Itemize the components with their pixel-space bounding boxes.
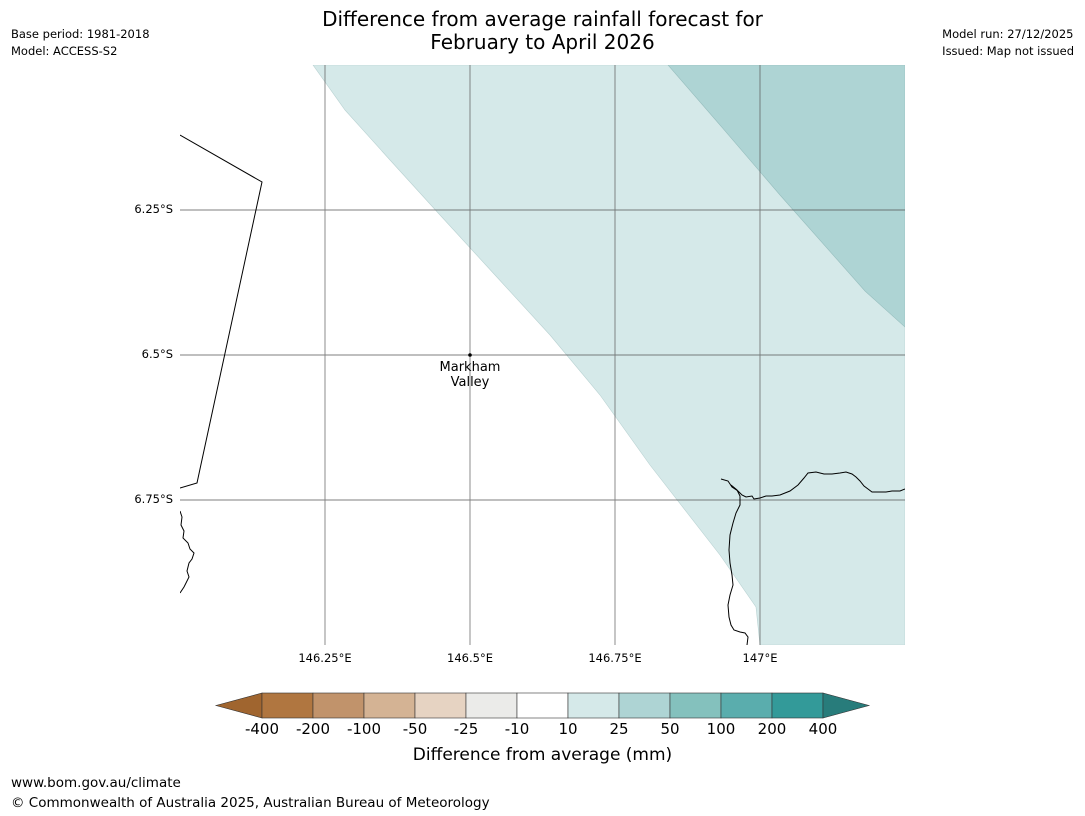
- lon-label-146-5: 146.5°E: [447, 651, 493, 665]
- colorbar-tick-label: -400: [244, 720, 280, 738]
- footer-copyright: © Commonwealth of Australia 2025, Austra…: [11, 795, 490, 811]
- colorbar-tick-label: -100: [346, 720, 382, 738]
- colorbar-tick-label: -25: [453, 720, 479, 738]
- base-period-text: Base period: 1981-2018: [11, 27, 150, 41]
- place-name-line-2: Valley: [450, 375, 490, 390]
- colorbar-tick-label: -50: [402, 720, 428, 738]
- coastline-west: [180, 510, 195, 594]
- colorbar: [214, 692, 871, 719]
- title-line-2: February to April 2026: [430, 30, 655, 54]
- forecast-map[interactable]: [180, 65, 905, 645]
- colorbar-tick-label: 50: [660, 720, 680, 738]
- colorbar-swatch: [465, 692, 518, 719]
- lon-label-146-75: 146.75°E: [588, 651, 642, 665]
- meta-left: Base period: 1981-2018 Model: ACCESS-S2: [11, 26, 150, 60]
- colorbar-swatches: [214, 692, 871, 719]
- place-label-markham-valley: Markham Valley: [420, 360, 520, 390]
- title-line-1: Difference from average rainfall forecas…: [322, 7, 763, 31]
- colorbar-swatch: [567, 692, 620, 719]
- colorbar-swatch: [363, 692, 416, 719]
- model-text: Model: ACCESS-S2: [11, 44, 118, 58]
- colorbar-swatch: [312, 692, 365, 719]
- lat-label-6-25: 6.25°S: [134, 202, 173, 216]
- province-boundary: [180, 134, 263, 489]
- lon-label-147: 147°E: [742, 651, 778, 665]
- issued-text: Issued: Map not issued: [942, 44, 1074, 58]
- colorbar-swatch: [771, 692, 824, 719]
- place-marker-dot[interactable]: [468, 353, 472, 357]
- colorbar-tick-label: 10: [558, 720, 578, 738]
- colorbar-tick-label: 200: [757, 720, 787, 738]
- colorbar-tick-label: -200: [295, 720, 331, 738]
- colorbar-tick-label: 400: [808, 720, 838, 738]
- footer-url[interactable]: www.bom.gov.au/climate: [11, 775, 181, 791]
- map-title: Difference from average rainfall forecas…: [0, 8, 1085, 54]
- colorbar-tick-label: -10: [504, 720, 530, 738]
- lat-label-6-75: 6.75°S: [134, 492, 173, 506]
- river-east: [727, 484, 749, 645]
- colorbar-arrow-high: [822, 692, 871, 719]
- colorbar-tick-label: 25: [609, 720, 629, 738]
- colorbar-tick-label: 100: [706, 720, 736, 738]
- model-run-text: Model run: 27/12/2025: [942, 27, 1074, 41]
- colorbar-swatch: [261, 692, 314, 719]
- lat-label-6-5: 6.5°S: [141, 347, 173, 361]
- coastline-east: [720, 471, 905, 500]
- colorbar-swatch: [720, 692, 773, 719]
- zone-25-to-50: [667, 65, 905, 328]
- colorbar-arrow-low: [214, 692, 263, 719]
- meta-right: Model run: 27/12/2025 Issued: Map not is…: [942, 26, 1074, 60]
- colorbar-title: Difference from average (mm): [412, 745, 673, 765]
- colorbar-swatch: [516, 692, 569, 719]
- lon-label-146-25: 146.25°E: [298, 651, 352, 665]
- colorbar-swatch: [618, 692, 671, 719]
- place-name-line-1: Markham: [439, 360, 501, 375]
- colorbar-swatch: [414, 692, 467, 719]
- map-canvas: [180, 65, 905, 645]
- colorbar-swatch: [669, 692, 722, 719]
